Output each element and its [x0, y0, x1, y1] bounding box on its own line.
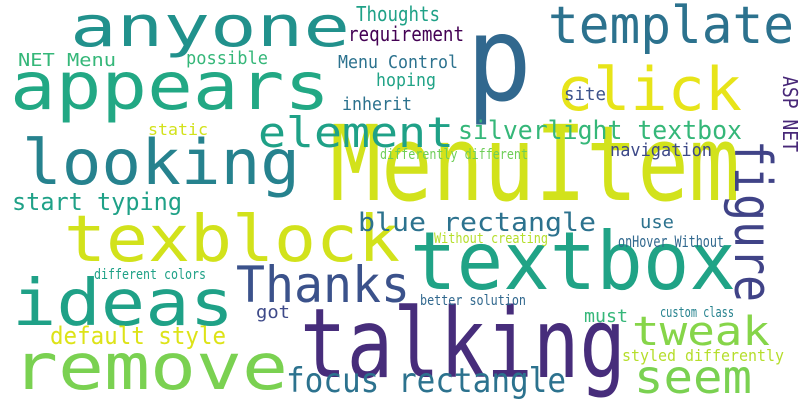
word-click: click [556, 55, 742, 125]
word-silverlight-textbox: silverlight textbox [458, 116, 742, 146]
word-tweak: tweak [632, 309, 770, 355]
word-blue-rectangle: blue rectangle [358, 208, 596, 238]
word-default-style: default style [50, 322, 226, 350]
word-net-menu: NET Menu [18, 50, 116, 71]
word-styled-differently: styled differently [622, 346, 784, 365]
word-custom-class: custom class [660, 305, 734, 321]
word-textbox: textbox [410, 215, 736, 308]
word-ideas: ideas [12, 267, 234, 341]
word-thoughts: Thoughts [356, 2, 440, 26]
word-got: got [256, 302, 290, 323]
word-use: use [640, 212, 674, 233]
word-appears: appears [10, 48, 330, 125]
word-anyone: anyone [70, 0, 350, 60]
word-menu-control: Menu Control [338, 52, 458, 73]
word-must: must [584, 306, 628, 327]
word-static: static [148, 120, 208, 139]
word-seem: seem [634, 350, 752, 400]
word-focus-rectangle: focus rectangle [286, 361, 566, 400]
word-requirement: requirement [348, 22, 464, 46]
word-p: p [466, 0, 532, 128]
word-site: site [564, 84, 606, 105]
word-different-colors: different colors [94, 267, 206, 283]
word-hoping: hoping [376, 70, 436, 91]
word-asp-net: ASP NET [778, 76, 800, 152]
word-texblock: texblock [64, 203, 400, 277]
word-differently-different: differently different [380, 147, 528, 163]
word-navigation: navigation [610, 140, 712, 161]
word-onhover-without: onHover Without [618, 232, 724, 251]
word-better-solution: better solution [420, 293, 526, 309]
word-element: element [258, 108, 454, 157]
word-inherit: inherit [342, 94, 412, 115]
word-looking: looking [22, 126, 300, 199]
word-menuitem: MenuItem [330, 103, 740, 225]
word-start-typing: start typing [12, 188, 182, 216]
word-figure: figure [722, 140, 782, 302]
word-talking: talking [300, 288, 626, 400]
word-thanks: Thanks [236, 256, 410, 314]
word-remove: remove [12, 331, 288, 400]
word-possible: possible [186, 48, 268, 69]
word-without-creating: Without creating [434, 231, 548, 247]
word-template: template [548, 0, 794, 56]
